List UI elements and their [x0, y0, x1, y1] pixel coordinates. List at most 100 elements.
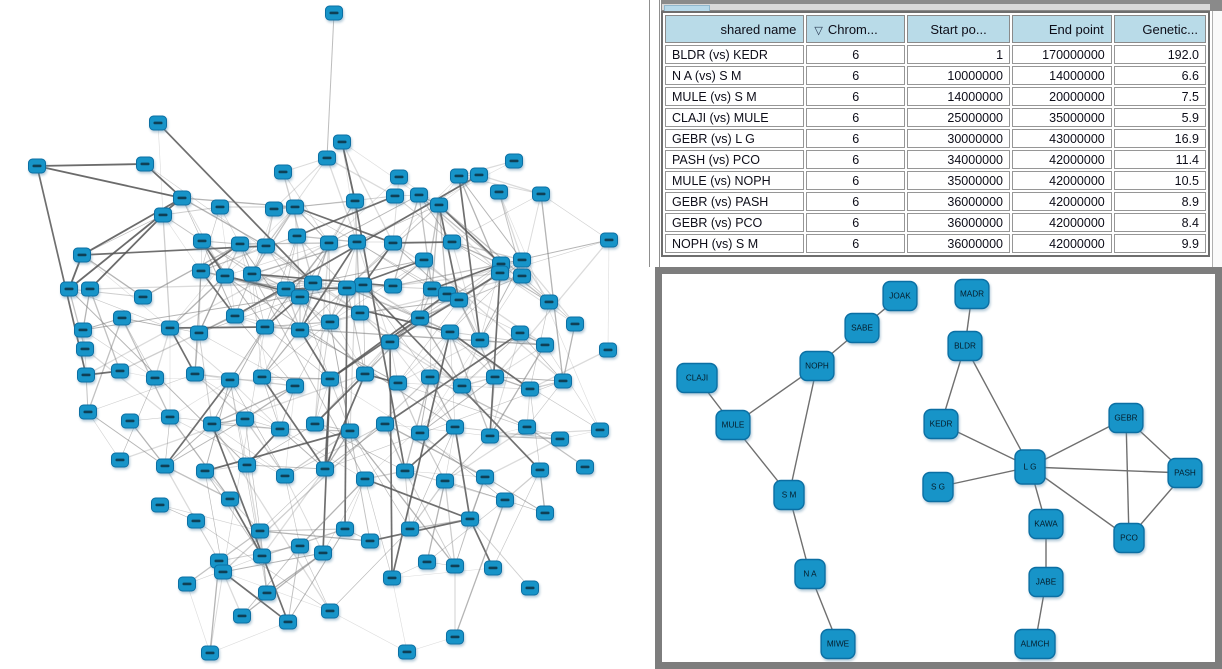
network-node[interactable]: [446, 558, 464, 574]
network-node[interactable]: [233, 608, 251, 624]
network-node[interactable]: [418, 554, 436, 570]
network-node[interactable]: [338, 280, 356, 296]
network-node[interactable]: PASH: [1167, 457, 1203, 489]
table-cell[interactable]: 42000000: [1012, 213, 1112, 232]
network-node[interactable]: [521, 580, 539, 596]
table-row[interactable]: GEBR (vs) PCO 6 36000000 42000000 8.4: [665, 213, 1206, 232]
network-node-shape[interactable]: [820, 628, 856, 660]
network-node[interactable]: [74, 322, 92, 338]
network-node[interactable]: [321, 371, 339, 387]
network-node[interactable]: [470, 167, 488, 183]
network-node[interactable]: [203, 416, 221, 432]
network-node[interactable]: [279, 614, 297, 630]
network-node[interactable]: [151, 497, 169, 513]
table-row[interactable]: NOPH (vs) S M 6 36000000 42000000 9.9: [665, 234, 1206, 253]
network-node[interactable]: [236, 411, 254, 427]
network-node-shape[interactable]: [947, 330, 983, 362]
network-node[interactable]: [190, 325, 208, 341]
network-node[interactable]: [77, 367, 95, 383]
network-node-shape[interactable]: [799, 350, 835, 382]
network-node-shape[interactable]: [954, 278, 990, 310]
network-node[interactable]: PCO: [1113, 522, 1145, 554]
network-node[interactable]: L G: [1014, 449, 1046, 485]
network-node[interactable]: [161, 320, 179, 336]
network-node[interactable]: [306, 416, 324, 432]
network-node[interactable]: [196, 463, 214, 479]
network-node[interactable]: [443, 234, 461, 250]
network-node-shape[interactable]: [1108, 402, 1144, 434]
table-cell[interactable]: 1: [907, 45, 1011, 64]
network-node[interactable]: [511, 325, 529, 341]
table-cell[interactable]: 8.9: [1113, 192, 1206, 211]
network-node[interactable]: [532, 186, 550, 202]
network-node[interactable]: [386, 188, 404, 204]
network-node[interactable]: [274, 164, 292, 180]
network-node[interactable]: [351, 305, 369, 321]
network-node[interactable]: [316, 461, 334, 477]
network-node[interactable]: [251, 523, 269, 539]
network-node[interactable]: [446, 419, 464, 435]
network-node[interactable]: [211, 199, 229, 215]
table-cell[interactable]: 36000000: [907, 213, 1011, 232]
table-cell[interactable]: N A (vs) S M: [665, 66, 805, 85]
table-cell[interactable]: 6: [806, 129, 906, 148]
network-node[interactable]: [436, 473, 454, 489]
network-node[interactable]: [341, 423, 359, 439]
network-node[interactable]: [346, 193, 364, 209]
network-node-shape[interactable]: [1113, 522, 1145, 554]
table-cell[interactable]: 42000000: [1012, 150, 1112, 169]
network-node[interactable]: [384, 278, 402, 294]
horizontal-scrollbar[interactable]: [661, 0, 1222, 12]
table-cell[interactable]: 20000000: [1012, 87, 1112, 106]
network-node[interactable]: [214, 564, 232, 580]
network-node-shape[interactable]: [1014, 449, 1046, 485]
network-node[interactable]: [453, 378, 471, 394]
column-header-shared-name[interactable]: shared name: [665, 15, 805, 43]
network-node[interactable]: [518, 419, 536, 435]
network-node-shape[interactable]: [715, 409, 751, 441]
network-node[interactable]: [320, 235, 338, 251]
network-node[interactable]: [291, 538, 309, 554]
network-node[interactable]: [551, 431, 569, 447]
network-node[interactable]: [446, 629, 464, 645]
network-node[interactable]: [441, 324, 459, 340]
column-header-chromosome[interactable]: ▽ Chrom...: [806, 15, 906, 43]
network-node[interactable]: [576, 459, 594, 475]
network-node[interactable]: [201, 645, 219, 661]
table-cell[interactable]: NOPH (vs) S M: [665, 234, 805, 253]
table-cell[interactable]: 34000000: [907, 150, 1011, 169]
table-cell[interactable]: 36000000: [907, 192, 1011, 211]
network-node-shape[interactable]: [922, 471, 954, 503]
network-node[interactable]: ALMCH: [1014, 628, 1056, 660]
table-cell[interactable]: 35000000: [1012, 108, 1112, 127]
network-node[interactable]: [531, 462, 549, 478]
network-node[interactable]: [253, 369, 271, 385]
table-cell[interactable]: 6: [806, 45, 906, 64]
table-cell[interactable]: 5.9: [1113, 108, 1206, 127]
table-cell[interactable]: 14000000: [907, 87, 1011, 106]
network-node[interactable]: [291, 289, 309, 305]
network-node[interactable]: [291, 322, 309, 338]
network-node[interactable]: [430, 197, 448, 213]
table-cell[interactable]: 192.0: [1113, 45, 1206, 64]
network-node[interactable]: [376, 416, 394, 432]
filter-icon[interactable]: ▽: [814, 24, 823, 37]
network-node[interactable]: [356, 366, 374, 382]
table-cell[interactable]: 9.9: [1113, 234, 1206, 253]
table-row[interactable]: GEBR (vs) PASH 6 36000000 42000000 8.9: [665, 192, 1206, 211]
table-cell[interactable]: GEBR (vs) L G: [665, 129, 805, 148]
network-node[interactable]: GEBR: [1108, 402, 1144, 434]
network-node[interactable]: [271, 421, 289, 437]
table-row[interactable]: MULE (vs) NOPH 6 35000000 42000000 10.5: [665, 171, 1206, 190]
network-node[interactable]: [390, 169, 408, 185]
network-node[interactable]: [491, 265, 509, 281]
network-node[interactable]: [486, 369, 504, 385]
overview-network-canvas[interactable]: [0, 0, 649, 669]
network-node-shape[interactable]: [844, 312, 880, 344]
network-node[interactable]: [554, 373, 572, 389]
network-node[interactable]: [415, 252, 433, 268]
network-node[interactable]: [73, 247, 91, 263]
network-node[interactable]: [490, 184, 508, 200]
table-row[interactable]: N A (vs) S M 6 10000000 14000000 6.6: [665, 66, 1206, 85]
network-node[interactable]: [79, 404, 97, 420]
